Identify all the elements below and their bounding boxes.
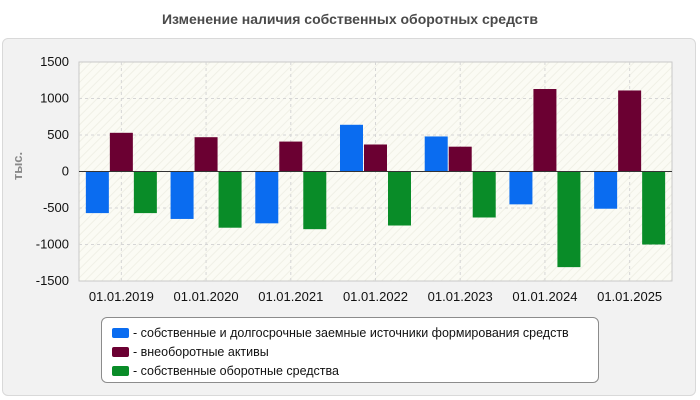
bar-series-1-0 (109, 132, 133, 172)
bar-series-0-4 (424, 136, 448, 172)
bar-series-1-1 (194, 137, 218, 172)
chart-title: Изменение наличия собственных оборотных … (161, 11, 539, 27)
legend-item-working-capital: - собственные оборотные средства (112, 361, 598, 380)
y-tick-label: 1000 (40, 91, 69, 106)
y-tick-label: -1000 (36, 237, 69, 252)
bar-series-2-3 (388, 171, 411, 226)
bar-series-1-2 (279, 141, 303, 172)
bar-series-2-2 (303, 171, 327, 230)
y-tick-label: 1500 (40, 54, 69, 69)
y-tick-label: 500 (47, 127, 69, 142)
legend-label-working-capital: - собственные оборотные средства (133, 363, 339, 378)
x-tick-label: 01.01.2020 (174, 289, 239, 304)
x-tick-label: 01.01.2021 (258, 289, 323, 304)
bar-series-0-6 (594, 171, 618, 209)
bar-series-2-0 (133, 171, 157, 214)
x-tick-label: 01.01.2024 (512, 289, 577, 304)
legend: - собственные и долгосрочные заемные ист… (101, 317, 599, 383)
bar-series-0-1 (170, 171, 194, 219)
bar-series-2-1 (218, 171, 242, 228)
x-tick-label: 01.01.2022 (343, 289, 408, 304)
bar-series-2-6 (642, 171, 666, 245)
legend-item-noncurrent-assets: - внеоборотные активы (112, 342, 598, 361)
bar-series-1-6 (618, 90, 642, 172)
bar-series-0-3 (340, 124, 363, 172)
legend-label-sources: - собственные и долгосрочные заемные ист… (133, 325, 569, 340)
legend-item-sources: - собственные и долгосрочные заемные ист… (112, 323, 598, 342)
x-tick-label: 01.01.2019 (89, 289, 154, 304)
x-tick-labels: 01.01.2019 01.01.2020 01.01.2021 01.01.2022… (89, 289, 662, 304)
y-tick-label: 0 (62, 164, 69, 179)
bar-series-1-3 (364, 144, 387, 172)
x-tick-label: 01.01.2025 (597, 289, 662, 304)
y-tick-labels: 1500 1000 500 0 -500 -1000 -1500 (36, 54, 69, 288)
bars (85, 89, 666, 268)
y-axis-label: тыс. (10, 152, 25, 180)
bar-series-0-5 (509, 171, 533, 205)
legend-label-noncurrent-assets: - внеоборотные активы (133, 344, 269, 359)
x-tick-label: 01.01.2023 (428, 289, 493, 304)
y-tick-label: -500 (43, 200, 69, 215)
bar-series-0-0 (85, 171, 109, 214)
bar-series-0-2 (255, 171, 279, 224)
bar-series-2-5 (557, 171, 581, 268)
bar-series-1-5 (533, 89, 557, 172)
legend-swatch-working-capital (112, 365, 129, 376)
bar-series-2-4 (472, 171, 496, 218)
bar-series-1-4 (448, 146, 472, 172)
legend-swatch-sources (112, 327, 129, 338)
y-tick-label: -1500 (36, 273, 69, 288)
legend-swatch-noncurrent-assets (112, 346, 129, 357)
